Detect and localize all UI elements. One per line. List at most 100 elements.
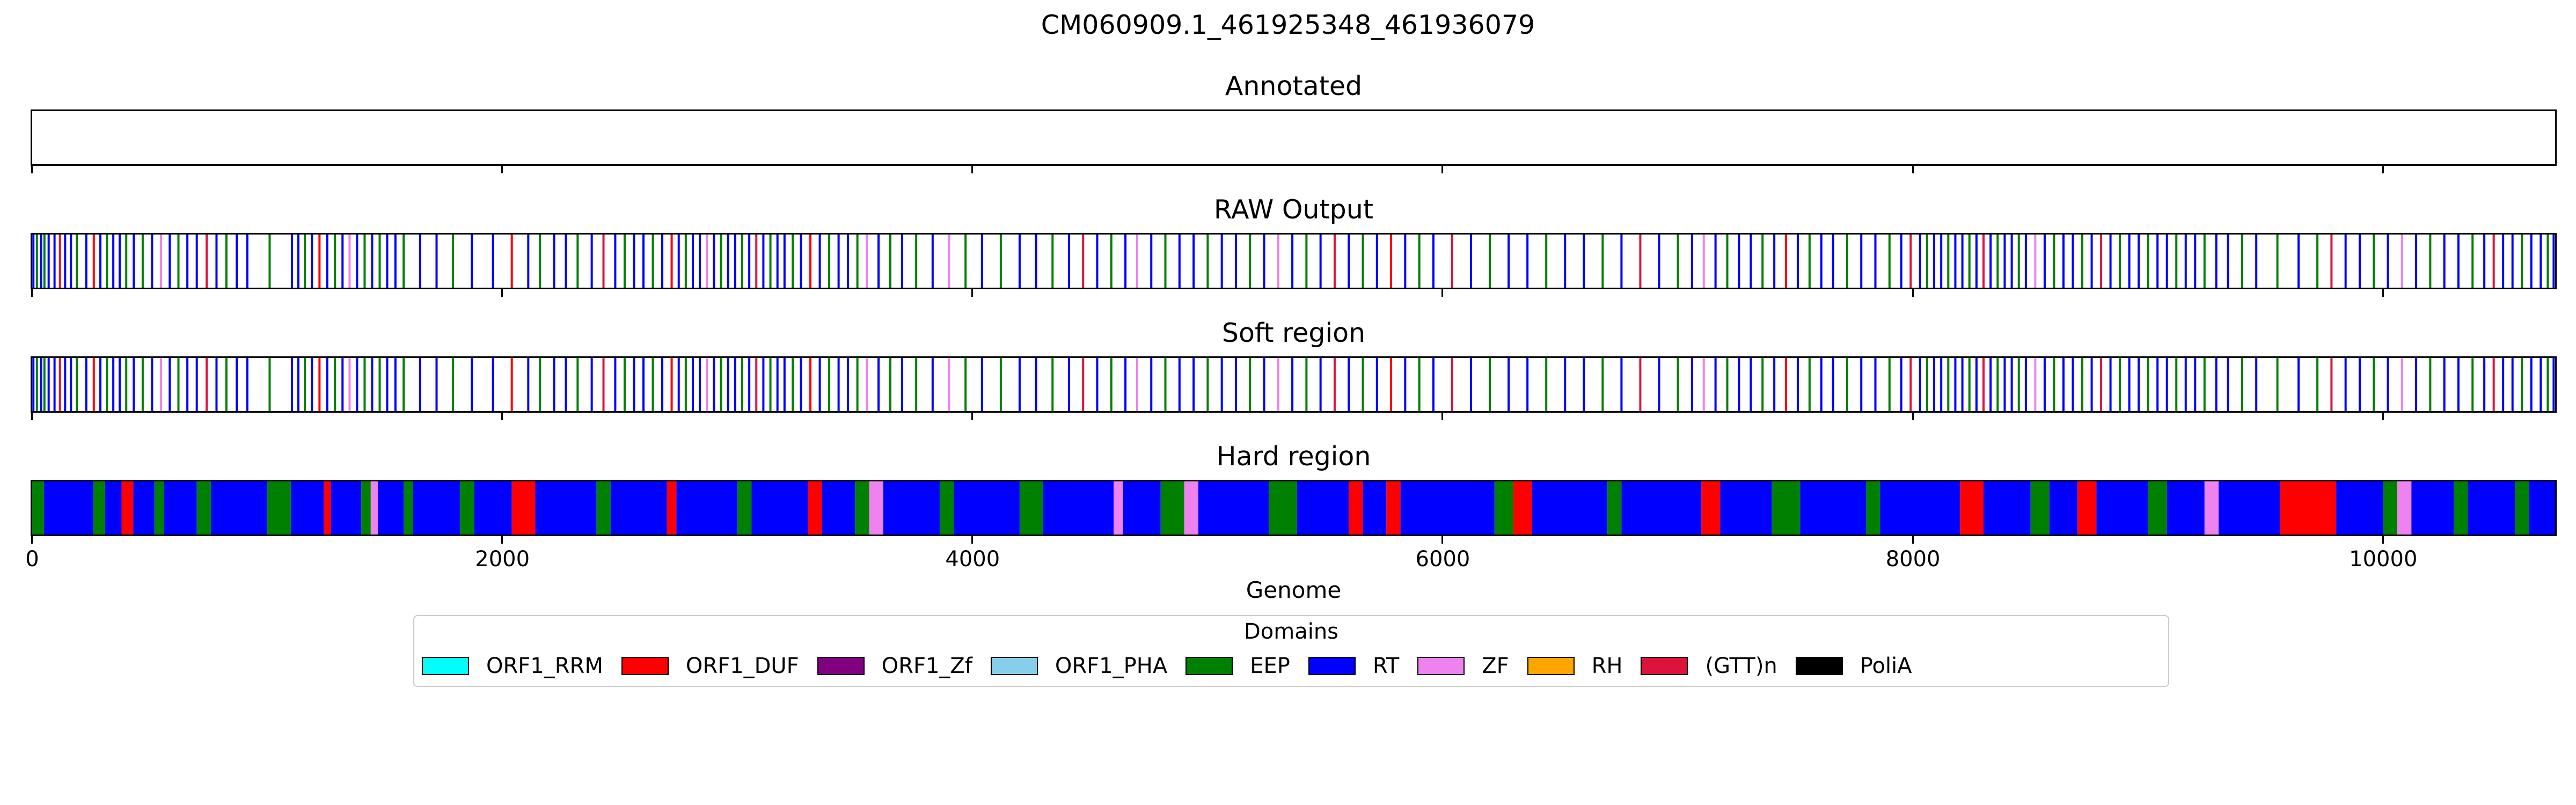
segment-rt bbox=[2502, 235, 2505, 288]
segment-zf bbox=[706, 358, 708, 411]
segment-eep bbox=[1305, 235, 1308, 288]
segment-rt bbox=[2024, 358, 2027, 411]
segment-rt bbox=[1940, 235, 1943, 288]
segment-rt bbox=[1018, 358, 1021, 411]
segment-eep bbox=[125, 235, 128, 288]
segment-rt bbox=[53, 358, 56, 411]
x-axis-label: Genome bbox=[1246, 577, 1342, 603]
segment-rt bbox=[642, 358, 645, 411]
segment-eep bbox=[35, 235, 38, 288]
segment-orf1duf bbox=[809, 235, 812, 288]
segment-eep bbox=[576, 235, 579, 288]
segment-rt bbox=[818, 358, 821, 411]
segment-eep bbox=[1808, 235, 1811, 288]
segment-rt bbox=[1404, 235, 1407, 288]
segment-rt bbox=[40, 358, 42, 411]
segment-rt bbox=[2483, 358, 2486, 411]
segment-eep bbox=[1206, 235, 1209, 288]
segment-rt bbox=[1123, 481, 1161, 535]
segment-rt bbox=[1297, 481, 1349, 535]
segment-rt bbox=[1348, 235, 1350, 288]
segment-rt bbox=[1470, 235, 1473, 288]
segment-orf1duf bbox=[318, 235, 321, 288]
segment-rt bbox=[590, 358, 593, 411]
x-tick-mark bbox=[2382, 289, 2384, 297]
segment-rt bbox=[394, 358, 397, 411]
segment-orf1duf bbox=[510, 235, 513, 288]
segment-rt bbox=[1832, 235, 1834, 288]
track-hard-region bbox=[31, 480, 2557, 536]
segment-rt bbox=[215, 358, 218, 411]
segment-rt bbox=[2010, 358, 2013, 411]
segment-rt bbox=[1620, 235, 1623, 288]
segment-rt bbox=[1933, 358, 1936, 411]
segment-rt bbox=[377, 481, 404, 535]
segment-eep bbox=[177, 235, 180, 288]
segment-zf bbox=[1184, 481, 1198, 535]
segment-eep bbox=[1968, 235, 1971, 288]
segment-rt bbox=[1900, 358, 1902, 411]
segment-gttn bbox=[602, 358, 605, 411]
segment-rt bbox=[246, 235, 248, 288]
legend-swatch bbox=[1641, 657, 1688, 675]
segment-eep bbox=[225, 235, 228, 288]
segment-rt bbox=[1375, 235, 1378, 288]
segment-gttn bbox=[58, 358, 61, 411]
segment-rt bbox=[435, 235, 438, 288]
segment-rt bbox=[691, 358, 694, 411]
segment-orf1duf bbox=[670, 358, 673, 411]
segment-eep bbox=[2147, 235, 2149, 288]
track-annotated bbox=[31, 109, 2557, 166]
segment-rt bbox=[2443, 235, 2446, 288]
segment-rt bbox=[356, 358, 358, 411]
segment-eep bbox=[2053, 235, 2055, 288]
segment-rt bbox=[2255, 358, 2258, 411]
segment-rt bbox=[633, 358, 635, 411]
segment-rt bbox=[2468, 481, 2515, 535]
segment-zf bbox=[2034, 358, 2037, 411]
segment-rt bbox=[553, 235, 555, 288]
segment-eep bbox=[1996, 235, 1999, 288]
segment-rt bbox=[1432, 358, 1435, 411]
segment-zf bbox=[1702, 235, 1705, 288]
segment-rt bbox=[1192, 235, 1195, 288]
segment-rt bbox=[1860, 358, 1863, 411]
segment-eep bbox=[35, 358, 38, 411]
segment-eep bbox=[792, 235, 794, 288]
segment-zf bbox=[1702, 358, 1705, 411]
segment-eep bbox=[2521, 235, 2523, 288]
segment-rt bbox=[699, 235, 701, 288]
segment-rt bbox=[70, 358, 72, 411]
segment-eep bbox=[1110, 235, 1113, 288]
legend-item: RH bbox=[1527, 654, 1622, 678]
segment-eep bbox=[43, 235, 46, 288]
x-tick-label: 6000 bbox=[1415, 547, 1470, 572]
segment-rt bbox=[1738, 358, 1740, 411]
segment-zf bbox=[869, 481, 883, 535]
segment-rt bbox=[2062, 235, 2065, 288]
segment-rt bbox=[2138, 235, 2140, 288]
segment-rt bbox=[1773, 358, 1776, 411]
segment-rt bbox=[413, 481, 460, 535]
segment-eep bbox=[1772, 481, 1801, 535]
segment-eep bbox=[363, 358, 366, 411]
segment-rt bbox=[291, 358, 294, 411]
segment-eep bbox=[1494, 481, 1513, 535]
segment-rt bbox=[2109, 358, 2112, 411]
segment-rt bbox=[1124, 358, 1127, 411]
segment-gttn bbox=[602, 235, 605, 288]
segment-zf bbox=[948, 235, 950, 288]
segment-rt bbox=[2128, 235, 2131, 288]
segment-rt bbox=[1220, 358, 1223, 411]
segment-eep bbox=[684, 235, 687, 288]
segment-rt bbox=[2255, 235, 2258, 288]
segment-rt bbox=[492, 358, 494, 411]
segment-rt bbox=[40, 235, 42, 288]
segment-eep bbox=[596, 481, 611, 535]
segment-eep bbox=[1545, 358, 1548, 411]
segment-zf bbox=[1114, 481, 1123, 535]
segment-rt bbox=[1526, 358, 1529, 411]
panel-title-hard-region: Hard region bbox=[1216, 441, 1371, 472]
segment-rt bbox=[1773, 235, 1776, 288]
segment-eep bbox=[2429, 358, 2432, 411]
